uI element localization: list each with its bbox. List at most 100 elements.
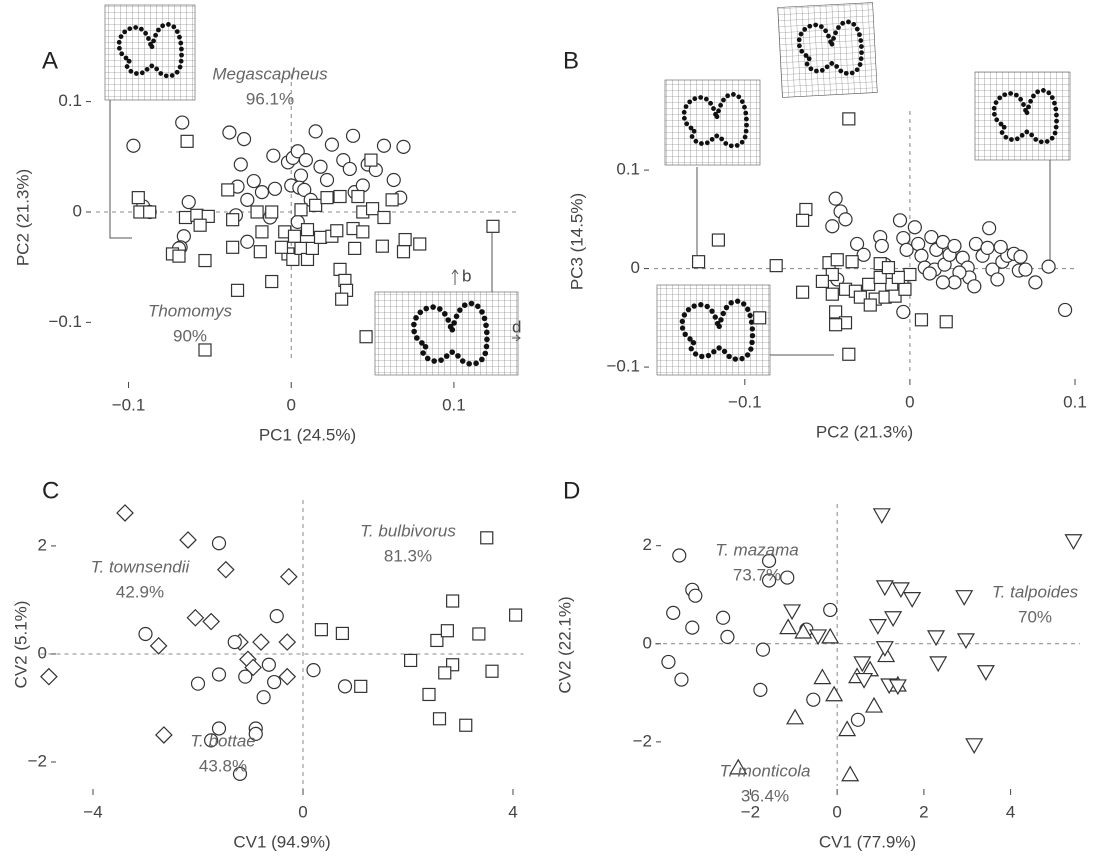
x-axis-label: PC2 (21.3%) <box>816 422 913 441</box>
point <box>266 276 278 288</box>
point <box>897 305 910 318</box>
point <box>830 306 842 318</box>
point <box>279 634 295 650</box>
point <box>797 214 809 226</box>
point <box>173 250 185 262</box>
point <box>349 242 361 254</box>
warp-grid <box>778 3 878 98</box>
point <box>321 173 334 186</box>
point <box>870 620 886 634</box>
point <box>915 314 927 326</box>
point <box>247 175 260 188</box>
point <box>675 673 688 686</box>
point <box>814 670 830 684</box>
point <box>139 627 152 640</box>
point <box>199 255 211 267</box>
x-tick-label: 4 <box>1006 802 1015 821</box>
annotation-percent: 70% <box>1018 607 1052 626</box>
point <box>228 636 241 649</box>
y-tick-label: 0 <box>643 633 652 652</box>
annotation-percent: 73.7% <box>733 565 781 584</box>
point <box>192 677 205 690</box>
point <box>287 253 299 265</box>
annotation-percent: 43.8% <box>199 756 247 775</box>
point <box>958 634 974 648</box>
point <box>877 581 893 595</box>
point <box>899 283 911 295</box>
x-tick-label: 0.1 <box>442 395 466 414</box>
warp-grid <box>105 5 195 100</box>
point <box>266 206 278 218</box>
point <box>423 688 435 700</box>
point <box>1059 303 1072 316</box>
point <box>241 193 254 206</box>
point <box>717 611 730 624</box>
point <box>826 687 842 701</box>
point <box>784 605 800 619</box>
point <box>940 316 952 328</box>
point <box>213 537 226 550</box>
point <box>994 240 1007 253</box>
warp-label: d <box>512 317 521 336</box>
point <box>900 243 913 256</box>
y-axis-label: PC3 (14.5%) <box>567 193 586 290</box>
y-tick-label: 2 <box>643 535 652 554</box>
point <box>251 206 263 218</box>
point <box>797 286 809 298</box>
point <box>347 129 360 142</box>
point <box>851 713 864 726</box>
point <box>227 214 239 226</box>
point <box>302 253 314 265</box>
point <box>756 643 769 656</box>
point <box>331 225 343 237</box>
panel-label: C <box>42 477 59 504</box>
point <box>352 191 364 203</box>
point <box>673 549 686 562</box>
annotation-percent: 96.1% <box>246 89 294 108</box>
point <box>875 239 888 252</box>
point <box>268 676 281 689</box>
point <box>473 628 485 640</box>
point <box>486 665 498 677</box>
point <box>294 169 307 182</box>
y-tick-label: 0 <box>38 643 47 662</box>
point <box>978 666 994 680</box>
panel-label: A <box>42 47 58 74</box>
x-tick-label: −0.1 <box>112 395 146 414</box>
point <box>1065 535 1081 549</box>
point <box>787 710 803 724</box>
point <box>689 589 702 602</box>
panel-label: D <box>563 477 580 504</box>
point <box>816 275 828 287</box>
y-axis-label: CV2 (22.1%) <box>555 596 574 693</box>
point <box>948 239 961 252</box>
point <box>182 196 195 209</box>
x-tick-label: 0 <box>298 802 307 821</box>
point <box>843 348 855 360</box>
point <box>275 241 287 253</box>
point <box>194 219 206 231</box>
point <box>336 293 348 305</box>
panel: A−0.100.1−0.100.1PC1 (24.5%)PC2 (21.3%)M… <box>13 47 521 444</box>
point <box>267 149 280 162</box>
point <box>295 204 307 216</box>
point <box>863 278 875 290</box>
point <box>365 154 377 166</box>
point <box>434 713 446 725</box>
point <box>227 241 239 253</box>
point <box>966 739 982 753</box>
point <box>256 226 268 238</box>
point <box>127 139 140 152</box>
point <box>181 135 193 147</box>
point <box>314 160 327 173</box>
x-tick-label: 4 <box>508 802 517 821</box>
annotation: T. monticola <box>719 761 810 780</box>
point <box>232 284 244 296</box>
point <box>315 624 327 636</box>
point <box>915 249 928 262</box>
page: A−0.100.1−0.100.1PC1 (24.5%)PC2 (21.3%)M… <box>0 0 1099 858</box>
point <box>781 571 794 584</box>
point <box>912 237 925 250</box>
point <box>176 116 189 129</box>
annotation-percent: 90% <box>173 326 207 345</box>
